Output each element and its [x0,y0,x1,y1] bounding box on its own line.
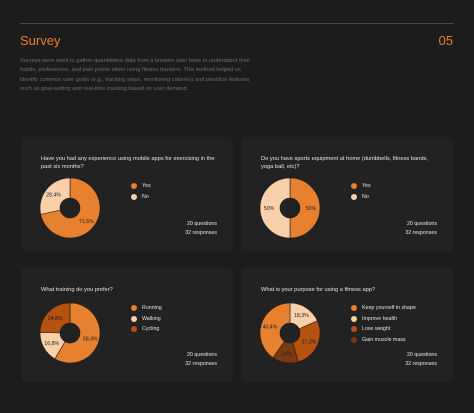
legend-label: Keep yourself in shape [362,305,416,312]
legend-swatch [351,326,357,333]
slice-keep-yourself-in-shape [259,302,291,359]
questions-count: 20 questions [406,352,437,358]
legend-item-no: No [351,192,371,203]
legend-item-no: No [131,192,151,203]
survey-question: What is your purpose for using a fitness… [261,287,376,293]
legend-swatch [351,336,357,343]
slice-yes [40,177,101,239]
survey-stats: 20 questions 32 responses [405,351,437,369]
legend-label: Lose weight [362,326,391,333]
slice-label-no: 50% [264,206,275,212]
slice-label-yes: 71,6% [79,219,94,225]
legend-label: No [142,193,149,200]
donut-chart: 71,6% 28,4% [39,177,101,239]
legend-swatch [131,183,137,190]
legend-swatch [131,193,137,200]
chart-legend: Running Walking Cycling [131,303,162,335]
donut-chart: 18,3% 27,3% 14% 40,4% [259,302,321,364]
survey-question: Do you have sports equipment at home (du… [261,156,428,171]
survey-question: Have you had any experience using mobile… [41,156,215,171]
questions-count: 20 questions [186,221,217,227]
legend-label: Walking [142,315,161,322]
legend-swatch [351,315,357,322]
legend-label: Yes [142,183,151,190]
legend-item-yes: Yes [351,181,371,192]
legend-swatch [131,315,137,322]
slice-label-yes: 50% [306,206,317,212]
survey-card-training-preference: What training do you prefer? 58,4% 16,8% 2… [21,268,233,382]
responses-count: 32 responses [185,230,217,236]
slice-yes [289,177,321,239]
section-title: Survey [20,33,61,48]
legend-label: Yes [362,183,371,190]
donut-chart: 50% 50% [259,177,321,239]
slice-label-walking: 16,8% [44,341,59,347]
legend-item-improve-health: Improve health [351,314,416,325]
legend-swatch [351,183,357,190]
legend-swatch [131,326,137,333]
slice-label-cycling: 24,8% [48,316,63,322]
legend-label: Gain muscle mass [362,336,406,343]
survey-stats: 20 questions 32 responses [405,220,437,238]
survey-card-app-purpose: What is your purpose for using a fitness… [241,268,453,382]
legend-swatch [131,305,137,312]
legend-item-walking: Walking [131,314,162,325]
responses-count: 32 responses [185,361,217,367]
chart-legend: Keep yourself in shape Improve health Lose… [351,303,416,345]
header-divider [20,23,454,24]
chart-legend: Yes No [131,181,151,202]
survey-stats: 20 questions 32 responses [185,220,217,238]
legend-item-gain-muscle-mass: Gain muscle mass [351,335,416,346]
slice-label-improve-health: 18,3% [294,313,309,319]
responses-count: 32 responses [405,230,437,236]
legend-item-cycling: Cycling [131,324,162,335]
slice-cycling [39,302,71,334]
slice-label-gain-muscle-mass: 14% [281,352,292,358]
survey-question: What training do you prefer? [41,287,113,293]
questions-count: 20 questions [186,352,217,358]
legend-item-keep-yourself-in-shape: Keep yourself in shape [351,303,416,314]
survey-card-app-experience: Have you had any experience using mobile… [21,137,233,251]
slice-no [39,177,71,215]
chart-legend: Yes No [351,181,371,202]
section-number: 05 [438,33,453,48]
slice-lose-weight [292,320,321,363]
survey-stats: 20 questions 32 responses [185,351,217,369]
legend-label: No [362,193,369,200]
slice-no [259,177,291,239]
legend-label: Running [142,305,162,312]
legend-item-lose-weight: Lose weight [351,324,416,335]
slice-label-no: 28,4% [46,193,61,199]
section-description: Surveys were used to gather quantitative… [20,58,251,93]
responses-count: 32 responses [405,361,437,367]
slice-label-running: 58,4% [83,336,98,342]
slice-label-lose-weight: 27,3% [302,340,317,346]
legend-label: Cycling [142,326,160,333]
legend-label: Improve health [362,315,398,322]
survey-card-sports-equipment: Do you have sports equipment at home (du… [241,137,453,251]
legend-item-running: Running [131,303,162,314]
legend-item-yes: Yes [131,181,151,192]
legend-swatch [351,193,357,200]
questions-count: 20 questions [406,221,437,227]
slice-running [54,302,101,364]
donut-chart: 58,4% 16,8% 24,8% [39,302,101,364]
slice-label-keep-yourself-in-shape: 40,4% [263,325,278,331]
legend-swatch [351,305,357,312]
